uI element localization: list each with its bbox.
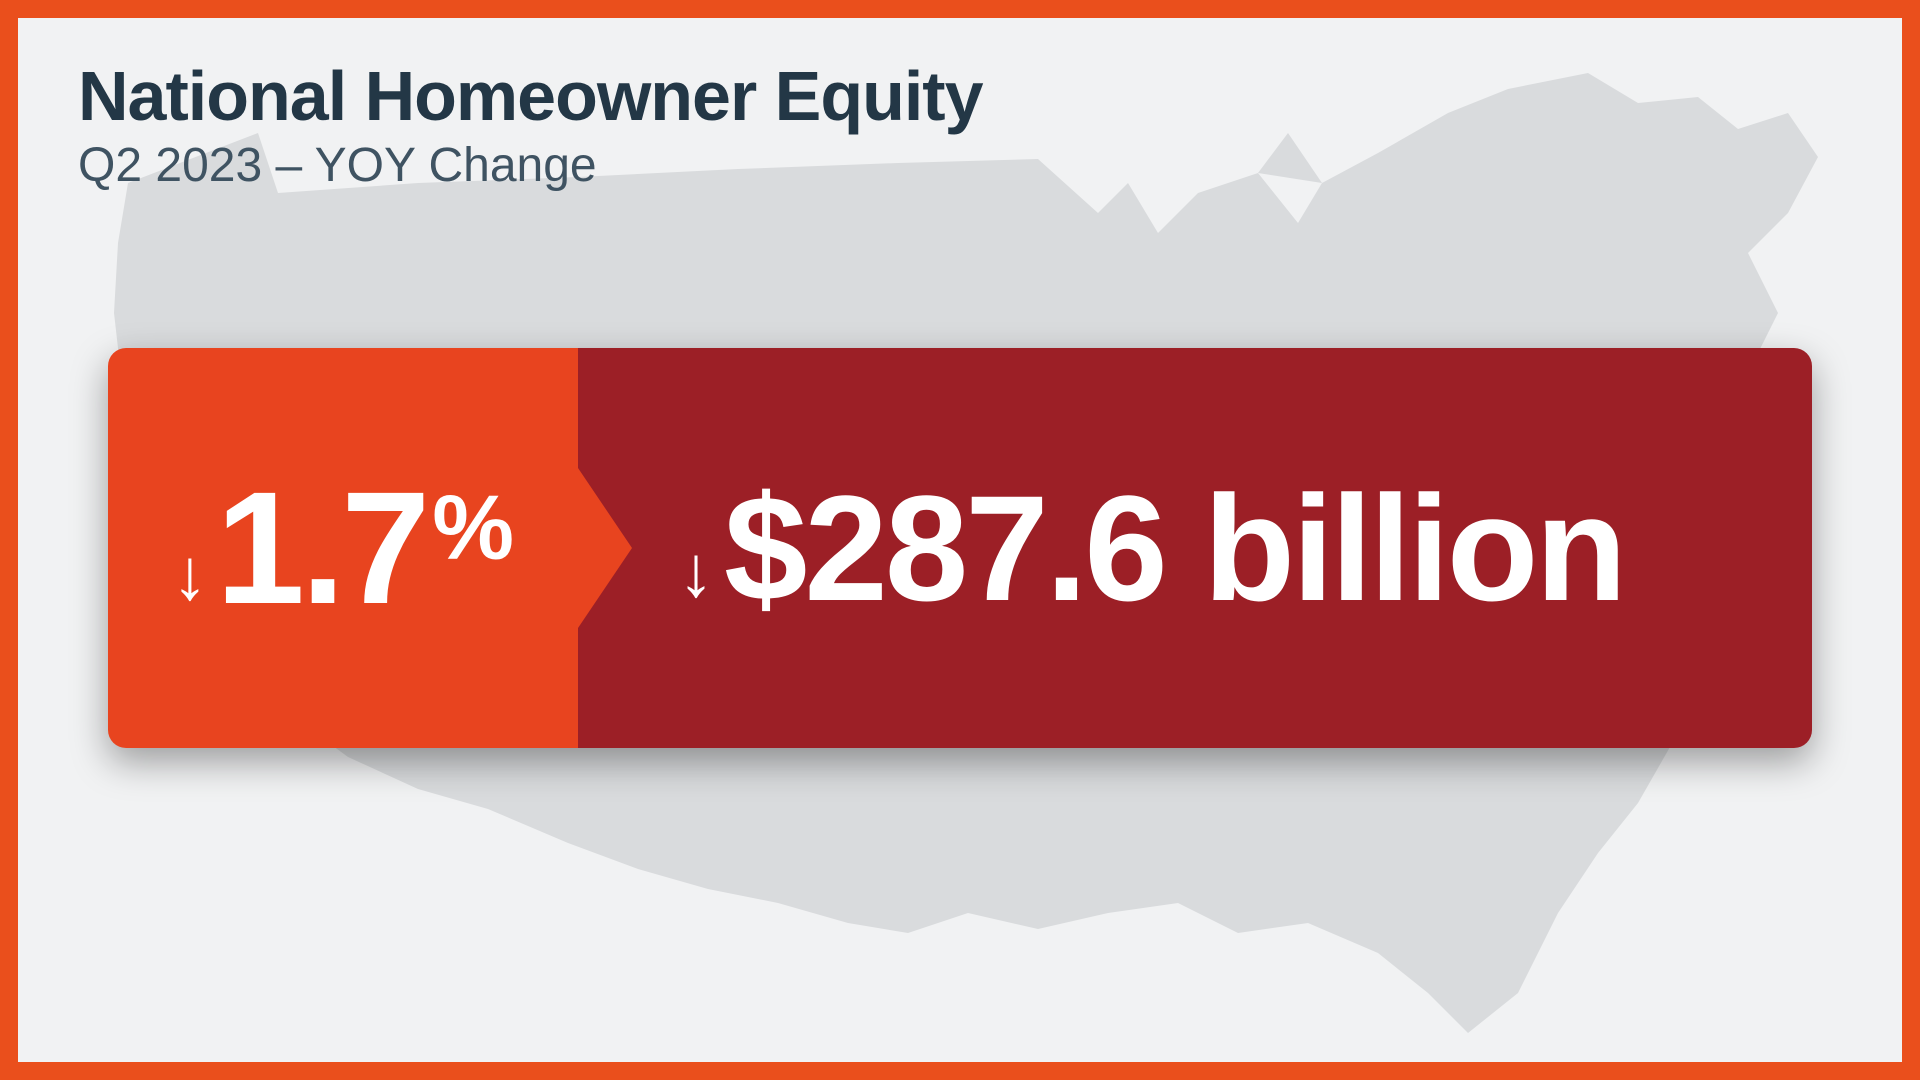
amount-change-value: $287.6 billion bbox=[724, 462, 1624, 635]
percent-sign: % bbox=[432, 476, 514, 581]
percent-change-value: 1.7 bbox=[216, 456, 426, 640]
stat-amount-panel: ↓ $287.6 billion bbox=[578, 348, 1812, 748]
header: National Homeowner Equity Q2 2023 – YOY … bbox=[18, 18, 1902, 193]
infographic-frame: National Homeowner Equity Q2 2023 – YOY … bbox=[0, 0, 1920, 1080]
down-arrow-icon: ↓ bbox=[172, 534, 208, 616]
page-title: National Homeowner Equity bbox=[78, 56, 1842, 136]
down-arrow-icon: ↓ bbox=[678, 531, 714, 613]
stat-bar: ↓ 1.7 % ↓ $287.6 billion bbox=[108, 348, 1812, 748]
percent-change: ↓ 1.7 % bbox=[172, 456, 514, 640]
page-subtitle: Q2 2023 – YOY Change bbox=[78, 138, 1842, 193]
stat-percent-panel: ↓ 1.7 % bbox=[108, 348, 578, 748]
amount-change: ↓ $287.6 billion bbox=[678, 462, 1624, 635]
